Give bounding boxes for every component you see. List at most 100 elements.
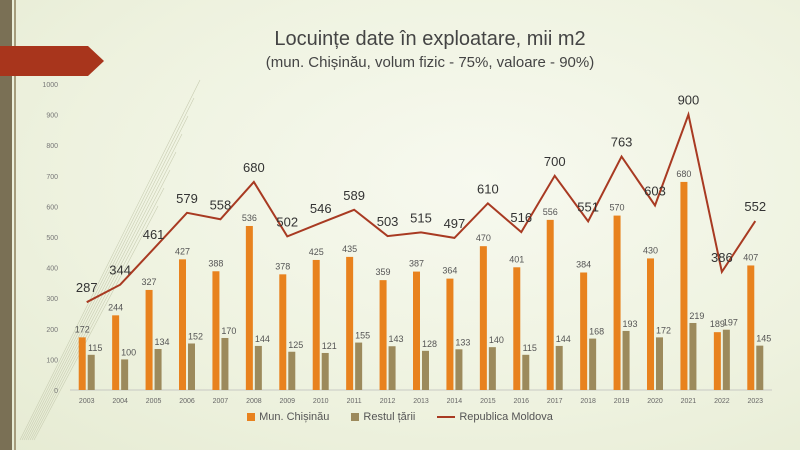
bar-chisinau bbox=[613, 215, 621, 390]
bar-chisinau bbox=[546, 219, 554, 390]
data-label-restul: 143 bbox=[389, 334, 404, 344]
bar-restul bbox=[355, 342, 363, 390]
data-label-chisinau: 556 bbox=[543, 207, 558, 217]
data-label-restul: 100 bbox=[121, 347, 136, 357]
bar-restul bbox=[756, 345, 764, 390]
data-label-chisinau: 435 bbox=[342, 244, 357, 254]
data-label-chisinau: 387 bbox=[409, 259, 424, 269]
data-label-chisinau: 570 bbox=[610, 203, 625, 213]
title-arrow-shape bbox=[0, 46, 104, 76]
bar-chisinau bbox=[479, 246, 487, 390]
y-tick-label: 600 bbox=[46, 204, 58, 211]
x-tick-label: 2007 bbox=[213, 398, 229, 405]
bar-chisinau bbox=[513, 267, 521, 390]
bar-chisinau bbox=[446, 278, 454, 390]
data-label-moldova: 546 bbox=[310, 201, 332, 216]
data-label-restul: 168 bbox=[589, 327, 604, 337]
bar-restul bbox=[522, 354, 530, 390]
data-label-moldova: 763 bbox=[611, 135, 633, 150]
bar-chisinau bbox=[78, 337, 86, 390]
x-tick-label: 2012 bbox=[380, 398, 396, 405]
data-label-chisinau: 327 bbox=[142, 277, 157, 287]
data-label-restul: 193 bbox=[623, 319, 638, 329]
data-label-moldova: 386 bbox=[711, 250, 733, 265]
x-tick-label: 2022 bbox=[714, 398, 730, 405]
data-label-moldova: 344 bbox=[109, 263, 131, 278]
decorative-bar-thin bbox=[14, 0, 16, 450]
bar-chisinau bbox=[279, 274, 287, 390]
data-label-restul: 144 bbox=[556, 334, 571, 344]
x-tick-label: 2014 bbox=[447, 398, 463, 405]
y-tick-label: 400 bbox=[46, 266, 58, 273]
y-tick-label: 300 bbox=[46, 296, 58, 303]
legend-swatch-moldova bbox=[437, 416, 456, 418]
y-tick-label: 1000 bbox=[42, 82, 58, 89]
y-tick-label: 500 bbox=[46, 235, 58, 242]
data-label-moldova: 603 bbox=[644, 183, 666, 198]
decorative-line bbox=[27, 151, 177, 441]
data-label-moldova: 700 bbox=[544, 154, 566, 169]
data-label-moldova: 579 bbox=[176, 191, 198, 206]
bar-restul bbox=[622, 330, 630, 390]
bar-chisinau bbox=[747, 265, 755, 390]
data-label-chisinau: 407 bbox=[743, 252, 758, 262]
bar-chisinau bbox=[179, 259, 186, 390]
data-label-restul: 219 bbox=[689, 311, 704, 321]
data-label-moldova: 552 bbox=[744, 199, 766, 214]
data-label-chisinau: 384 bbox=[576, 259, 591, 269]
data-label-restul: 172 bbox=[656, 325, 671, 335]
legend-item-restul: Restul țării bbox=[351, 411, 415, 423]
decorative-line bbox=[21, 97, 195, 441]
data-label-restul: 121 bbox=[322, 341, 337, 351]
y-tick-label: 200 bbox=[46, 327, 58, 334]
data-label-moldova: 503 bbox=[377, 214, 399, 229]
chart-subtitle: (mun. Chișinău, volum fizic - 75%, valoa… bbox=[265, 54, 595, 71]
data-label-restul: 197 bbox=[723, 318, 738, 328]
bar-restul bbox=[656, 337, 663, 390]
data-label-moldova: 461 bbox=[143, 227, 165, 242]
bar-chisinau bbox=[145, 289, 153, 390]
data-label-chisinau: 359 bbox=[376, 267, 391, 277]
decorative-line bbox=[25, 133, 183, 441]
data-label-restul: 170 bbox=[221, 326, 236, 336]
bar-chisinau bbox=[112, 315, 120, 390]
data-label-moldova: 515 bbox=[410, 210, 432, 225]
bar-restul bbox=[589, 338, 597, 390]
data-label-restul: 128 bbox=[422, 339, 437, 349]
bar-restul bbox=[455, 349, 463, 390]
data-label-chisinau: 172 bbox=[75, 324, 90, 334]
bar-chisinau bbox=[680, 181, 688, 390]
data-label-restul: 115 bbox=[523, 343, 537, 353]
data-label-chisinau: 364 bbox=[442, 266, 457, 276]
bar-restul bbox=[221, 337, 229, 390]
decorative-line bbox=[31, 187, 165, 441]
bar-restul bbox=[154, 348, 162, 390]
legend-swatch-restul bbox=[351, 413, 360, 421]
x-tick-label: 2016 bbox=[513, 398, 529, 405]
data-label-restul: 144 bbox=[255, 334, 270, 344]
decorative-line bbox=[19, 79, 201, 441]
data-label-moldova: 900 bbox=[678, 93, 700, 108]
data-label-moldova: 497 bbox=[444, 216, 466, 231]
bar-chisinau bbox=[413, 271, 420, 390]
y-tick-label: 100 bbox=[46, 357, 58, 364]
bar-chisinau bbox=[212, 271, 220, 390]
legend-item-moldova: Republica Moldova bbox=[437, 411, 553, 423]
bar-restul bbox=[87, 354, 95, 390]
legend-label-chisinau: Mun. Chișinău bbox=[259, 411, 330, 423]
data-label-restul: 145 bbox=[756, 334, 771, 344]
data-label-chisinau: 427 bbox=[175, 246, 190, 256]
data-label-chisinau: 401 bbox=[509, 254, 524, 264]
bar-chisinau bbox=[713, 332, 721, 390]
bar-restul bbox=[254, 345, 262, 390]
x-tick-label: 2008 bbox=[246, 398, 262, 405]
data-label-moldova: 502 bbox=[276, 214, 298, 229]
legend-swatch-chisinau bbox=[247, 413, 256, 421]
bar-restul bbox=[488, 347, 496, 390]
legend-label-moldova: Republica Moldova bbox=[459, 411, 553, 423]
bar-chisinau bbox=[245, 225, 253, 390]
data-label-restul: 115 bbox=[88, 343, 102, 353]
data-label-restul: 155 bbox=[355, 331, 370, 341]
data-label-moldova: 589 bbox=[343, 188, 365, 203]
